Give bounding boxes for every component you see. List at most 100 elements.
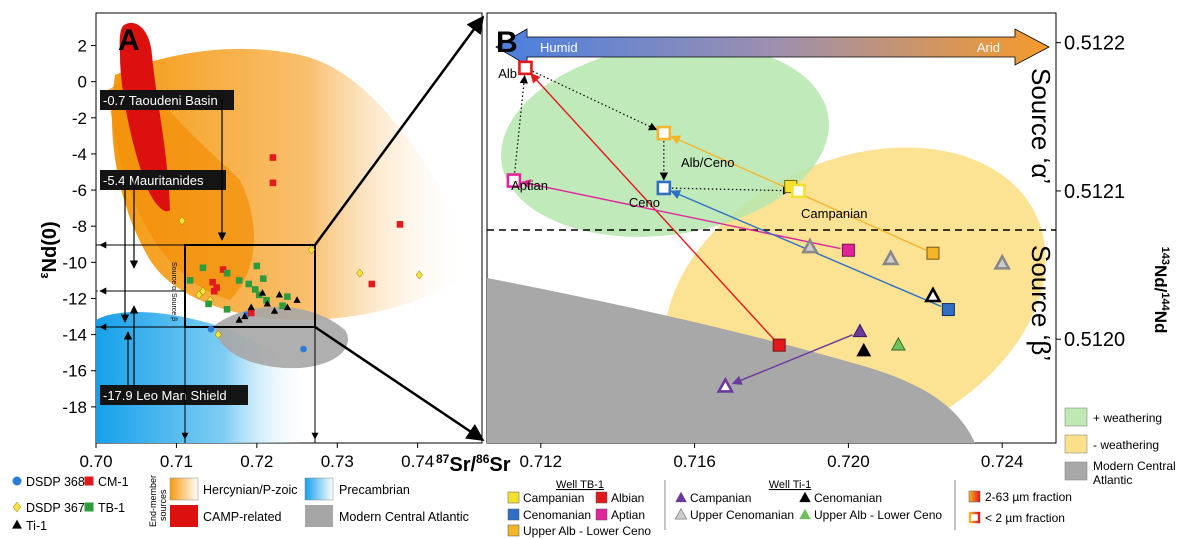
point-tb-1: [279, 302, 286, 309]
point-tb-1: [245, 280, 253, 288]
point-dsdp-367: [214, 330, 222, 340]
point-label: Campanian: [801, 206, 868, 221]
point-cm-1: [210, 287, 218, 295]
point-b-tb-1-campanian-2-m-: [791, 183, 806, 199]
legend-marker: [84, 502, 94, 512]
humid-arid-arrow: Humid Arid: [495, 28, 1050, 66]
legend-label: DSDP 367: [26, 501, 85, 515]
legend-label: TB-1: [98, 501, 125, 515]
point-ti-1: [263, 299, 271, 307]
point-tb-1: [223, 269, 231, 277]
x-tick-label-b: 0.724: [981, 452, 1024, 471]
hercynian-label: Hercynian/P-zoic: [203, 483, 297, 497]
point-dsdp-368: [207, 325, 215, 333]
tb1-swatch: [507, 524, 520, 537]
ti1-label: Upper Alb - Lower Ceno: [814, 508, 942, 522]
point-tb-1: [263, 296, 270, 304]
end-member-label: -17.9 Leo Man Shield: [103, 388, 227, 403]
point-b-ti-1-upper-alb-lower-ceno-2-63-m-: [890, 336, 906, 351]
modern-atlantic-field-b: [487, 278, 975, 443]
ti1-swatch: [674, 507, 688, 520]
x-tick-label-a: 0.73: [321, 452, 354, 471]
legend-b: Well TB-1 Well Ti-1 Campanian Albian Cenoman…: [507, 479, 1072, 538]
tb1-swatch: [595, 508, 608, 521]
ylabel-epsilon: ε: [36, 272, 51, 278]
ylabel-nd: Nd(0): [39, 221, 61, 272]
trend-arrow: [514, 74, 529, 173]
weathering-swatch: [1064, 407, 1088, 427]
well-tb1-title: Well TB-1: [556, 479, 604, 491]
point-b-ti-1-upper-cenomanian-2-m-: [993, 253, 1011, 270]
panel-b-points: [506, 60, 1011, 393]
legend-label: DSDP 368: [26, 475, 85, 489]
y-tick-label-a: -6: [72, 181, 87, 200]
point-cm-1: [269, 154, 277, 161]
tb1-swatch: [507, 491, 520, 504]
legend-marker: [12, 476, 22, 486]
y-tick-label-a: 0: [78, 73, 87, 92]
zoom-arrow-bottom: [314, 325, 485, 442]
tb1-label: Cenomanian: [523, 508, 591, 522]
point-b-tb-1-cenomanian-2-m-: [656, 180, 672, 196]
point-cm-1: [368, 280, 376, 288]
camp-label: CAMP-related: [203, 510, 282, 524]
x-tick-label-b: 0.720: [827, 452, 870, 471]
y-tick-label-a: -12: [62, 289, 87, 308]
point-b-tb-1-aptian-2-m-: [506, 173, 522, 188]
zoom-arrow-top: [313, 15, 485, 246]
point-tb-1: [253, 262, 261, 270]
point-b-tb-1-albian-2-63-m-: [772, 338, 786, 352]
point-b-tb-1-albian-2-m-: [518, 60, 533, 76]
ti1-swatch: [799, 508, 811, 520]
end-member-box: [100, 170, 226, 190]
legend-right: + weathering - weathering Modern CentralAt…: [1064, 407, 1176, 487]
point-tb-1: [205, 300, 212, 308]
ti1-swatch: [799, 491, 811, 503]
camp-field: [119, 22, 170, 212]
tb1-label: Campanian: [523, 491, 584, 505]
point-b-ti-1-upper-cenomanian-2-m-: [801, 237, 819, 254]
point-tb-1: [235, 277, 243, 284]
point-b-ti-1-cenomanian-2-63-m-: [856, 342, 872, 357]
point-label: Ceno: [629, 195, 660, 210]
tb1-label: Upper Alb - Lower Ceno: [523, 524, 651, 538]
y-tick-label-a: -4: [72, 145, 87, 164]
fraction-fine-swatch: [968, 511, 981, 524]
point-tb-1: [251, 286, 259, 293]
point-dsdp-367: [199, 286, 207, 296]
panel-a-label: A: [118, 24, 140, 57]
point-ti-1: [275, 290, 283, 298]
panel-a-xlabel: 87Sr/86Sr: [436, 452, 511, 476]
weathering-swatch: [1064, 461, 1088, 481]
point-cm-1: [247, 309, 255, 317]
trend-arrow: [530, 73, 775, 340]
panel-a-points: [178, 154, 423, 353]
point-b-ti-1-campanian-2-63-m-: [852, 323, 868, 338]
y-tick-label-a: -18: [62, 398, 87, 417]
fraction-coarse-label: 2-63 µm fraction: [985, 490, 1072, 504]
weathering-label: - weathering: [1093, 438, 1159, 452]
point-ti-1: [247, 303, 255, 311]
source-beta-small: Source β: [170, 293, 177, 321]
point-b-ti-1-campanian-2-m-: [716, 376, 735, 393]
y-tick-label-a: -2: [72, 109, 87, 128]
tb1-swatch: [595, 491, 608, 504]
point-tb-1: [284, 293, 291, 300]
tb1-label: Albian: [611, 491, 644, 505]
trend-arrow: [532, 70, 658, 131]
point-label: Aptian: [511, 178, 548, 193]
tb1-swatch: [507, 508, 520, 521]
point-dsdp-367: [308, 245, 316, 255]
x-tick-label-a: 0.71: [160, 452, 193, 471]
panel-a-ylabel: εNd(0): [36, 221, 61, 278]
mca-label-line: Modern Central: [1093, 459, 1176, 473]
ti1-label: Cenomanian: [814, 491, 882, 505]
point-dsdp-367: [195, 290, 203, 300]
legend-marker: [12, 519, 22, 529]
modern-atlantic-label: Modern Central Atlantic: [339, 510, 469, 524]
point-tb-1: [259, 275, 267, 282]
point-dsdp-368: [300, 345, 307, 353]
end-member-title-line: sources: [158, 489, 168, 521]
svg-text:εNd(0): εNd(0): [36, 221, 61, 278]
mca-label-line: Atlantic: [1093, 473, 1132, 487]
